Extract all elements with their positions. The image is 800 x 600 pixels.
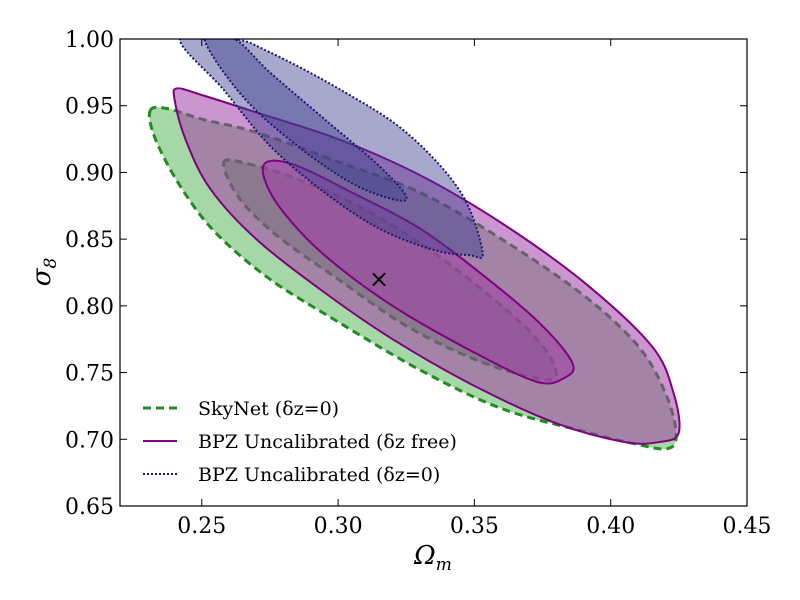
y-tick-label: 0.90 [65, 161, 114, 186]
x-tick-label: 0.40 [586, 514, 635, 539]
contour-bpz-uncalibrated-z-0-68 [203, 39, 408, 202]
legend-label: BPZ Uncalibrated (δz=0) [198, 464, 440, 486]
legend-label: SkyNet (δz=0) [198, 398, 339, 420]
y-tick-label: 0.75 [65, 362, 114, 387]
y-tick-label: 0.80 [65, 295, 114, 320]
y-tick-label: 0.95 [65, 95, 114, 120]
x-axis-label: Ωm [413, 541, 452, 575]
x-tick-label: 0.25 [177, 514, 226, 539]
y-tick-label: 0.65 [65, 495, 114, 520]
tick-layer: 0.25 0.30 0.35 0.40 0.45 0.65 0.70 0.75 0.80 0.85… [65, 28, 771, 539]
contour-bpz-uncalibrated-z-0-95 [179, 39, 484, 260]
y-tick-label: 0.70 [65, 428, 114, 453]
fiducial-marker-glyph: × [369, 265, 389, 293]
y-tick-label: 1.00 [65, 28, 114, 53]
x-tick-label: 0.30 [314, 514, 363, 539]
y-tick-label: 0.85 [65, 228, 114, 253]
x-tick-label: 0.45 [723, 514, 772, 539]
y-axis-label: σ8 [27, 258, 61, 287]
x-tick-label: 0.35 [450, 514, 499, 539]
legend-label: BPZ Uncalibrated (δz free) [198, 431, 457, 453]
plot-frame [119, 38, 748, 507]
legend: SkyNet (δz=0) BPZ Uncalibrated (δz free) B… [143, 398, 457, 486]
contour-layer [147, 39, 681, 451]
contour-bpz-uncalibrated-z-free-68 [261, 159, 575, 385]
fiducial-marker: × [369, 265, 389, 293]
